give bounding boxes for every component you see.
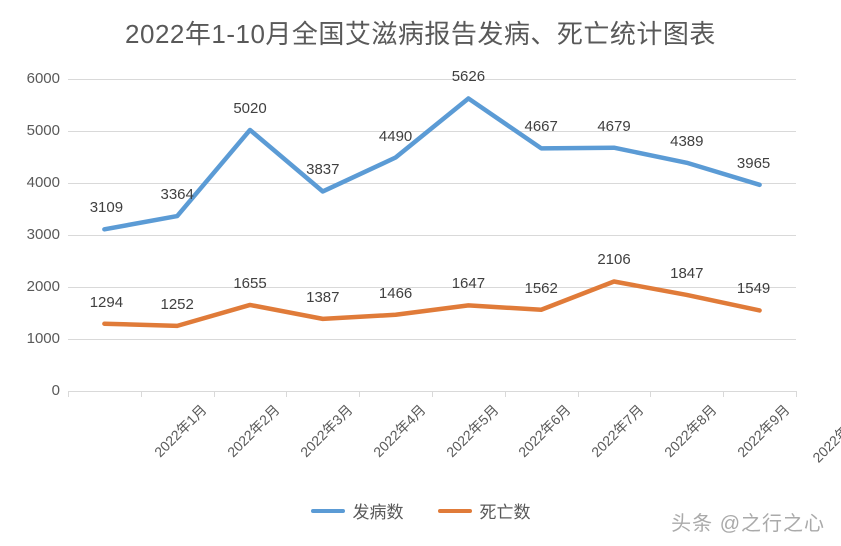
legend-swatch-icon	[437, 508, 472, 513]
data-label-死亡数-5: 1466	[378, 284, 413, 302]
data-label-发病数-9: 4389	[670, 132, 704, 150]
plot-area	[68, 79, 796, 391]
y-axis-tick-text: 4000	[26, 174, 60, 191]
data-label-发病数-3: 5020	[233, 99, 267, 117]
data-label-发病数-2: 3364	[160, 186, 194, 204]
legend-label: 发病数	[352, 503, 404, 522]
gridline	[68, 287, 796, 288]
data-label-死亡数-6: 1647	[451, 275, 486, 293]
x-axis-tick	[796, 391, 797, 397]
legend-item-2[interactable]: 死亡数	[437, 498, 531, 523]
x-axis-tick	[213, 391, 215, 397]
x-axis-tick	[577, 391, 579, 397]
gridline	[68, 183, 796, 184]
data-label-发病数-8: 4679	[597, 117, 631, 135]
y-axis-tick-text: 1000	[26, 330, 60, 347]
x-axis-label-1: 2022年1月	[151, 401, 211, 461]
chart-legend: 发病数 死亡数	[0, 498, 841, 523]
chart-title: 2022年1-10月全国艾滋病报告发病、死亡统计图表	[125, 19, 716, 49]
x-axis-label-8: 2022年8月	[661, 401, 720, 461]
data-label-发病数-4: 3837	[306, 161, 340, 179]
x-axis-label-9: 2022年9月	[733, 401, 793, 461]
data-label-发病数-10: 3965	[736, 154, 771, 172]
x-axis-label-3: 2022年3月	[297, 401, 356, 461]
x-axis-tick	[68, 391, 69, 397]
data-label-死亡数-3: 1655	[233, 274, 267, 292]
data-label-发病数-7: 4667	[524, 118, 558, 136]
x-axis-label-6: 2022年6月	[515, 401, 575, 461]
x-axis-label-5: 2022年5月	[442, 401, 502, 461]
data-label-死亡数-9: 1847	[670, 264, 704, 282]
data-label-死亡数-7: 1562	[524, 279, 558, 297]
data-label-死亡数-8: 2106	[597, 251, 631, 269]
x-axis-tick	[650, 391, 652, 397]
data-label-发病数-5: 4490	[378, 127, 413, 145]
y-axis-tick-text: 6000	[26, 70, 60, 87]
data-label-死亡数-1: 1294	[89, 293, 124, 311]
x-axis-label-4: 2022年4月	[369, 401, 429, 461]
x-axis-label-10: 2022年10月	[808, 401, 841, 466]
x-axis-tick	[286, 391, 288, 397]
gridline	[68, 339, 796, 340]
gridline	[68, 235, 796, 236]
y-axis-tick-text: 2000	[26, 278, 60, 295]
data-label-发病数-1: 3109	[89, 199, 124, 217]
x-axis-tick	[723, 391, 725, 397]
x-axis-tick	[432, 391, 433, 397]
x-axis-tick	[140, 391, 142, 397]
legend-swatch-icon	[310, 508, 345, 513]
x-axis-label-2: 2022年2月	[224, 401, 283, 461]
x-axis-tick	[359, 391, 361, 397]
y-axis-tick-text: 5000	[26, 122, 60, 139]
watermark: 头条 @之行之心	[671, 513, 825, 535]
y-axis-tick-text: 0	[51, 382, 60, 399]
data-label-死亡数-2: 1252	[160, 295, 194, 313]
data-label-死亡数-10: 1549	[736, 280, 771, 298]
data-label-发病数-6: 5626	[451, 68, 486, 86]
legend-item-1[interactable]: 发病数	[310, 498, 404, 523]
x-axis-tick	[504, 391, 506, 397]
x-axis-label-7: 2022年7月	[588, 401, 647, 461]
legend-label: 死亡数	[479, 503, 531, 522]
y-axis-tick-text: 3000	[26, 226, 60, 243]
data-label-死亡数-4: 1387	[306, 288, 340, 306]
gridline	[68, 79, 796, 80]
